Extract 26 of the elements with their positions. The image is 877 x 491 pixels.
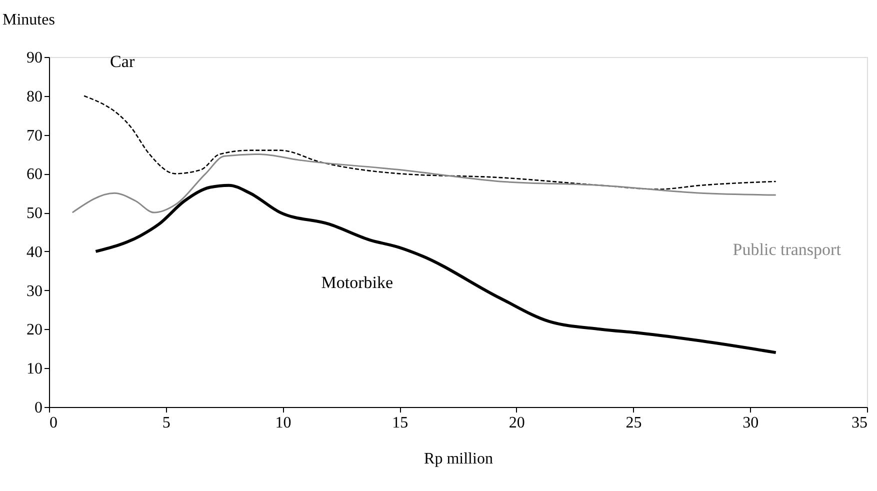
y-tick-label: 60	[26, 166, 42, 184]
x-tick-label: 30	[742, 414, 759, 432]
y-axis-title: Minutes	[2, 12, 55, 28]
series-label: Motorbike	[321, 272, 394, 292]
line-series	[94, 184, 778, 354]
x-tick-label: 15	[392, 414, 408, 432]
y-tick-label: 20	[26, 322, 42, 339]
x-tick-label: 0	[50, 414, 58, 432]
text: Public transport	[732, 240, 842, 260]
y-tick-label: 70	[26, 127, 42, 144]
series-label: Car	[110, 52, 135, 71]
x-tick-label: 25	[626, 414, 642, 432]
x-tick-label: 5	[162, 414, 170, 432]
y-tick-label: 40	[26, 244, 42, 261]
x-axis-title: Rp million	[424, 450, 493, 468]
y-tick-label: 30	[26, 282, 42, 300]
y-tick-label: 80	[26, 88, 42, 106]
line-series	[72, 153, 777, 214]
y-tick-label: 10	[26, 360, 42, 378]
x-tick-label: 20	[508, 414, 525, 432]
x-tick-label: 35	[852, 414, 868, 432]
y-tick-label: 90	[26, 50, 42, 66]
y-tick-label: 50	[26, 205, 42, 222]
x-tick-label: 10	[275, 414, 292, 432]
y-tick-label: 0	[34, 400, 42, 416]
line-series	[83, 95, 776, 190]
